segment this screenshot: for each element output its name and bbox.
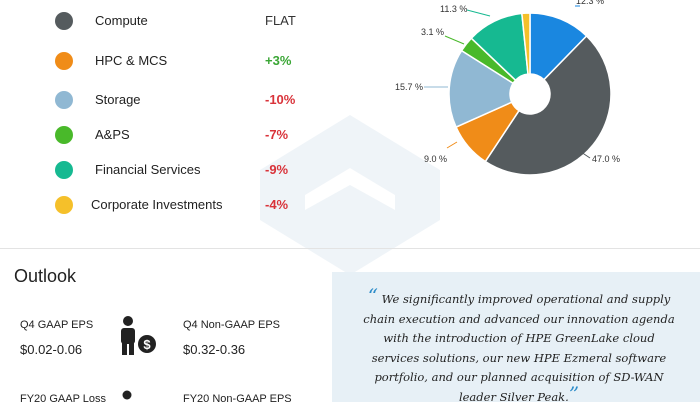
slice-leader-line xyxy=(577,149,591,159)
legend-swatch xyxy=(55,12,73,30)
legend-change-value: -9% xyxy=(265,162,289,177)
q4-gaap-eps-value: $0.02-0.06 xyxy=(20,342,83,357)
donut-slice xyxy=(448,49,515,129)
legend-item: Compute FLAT xyxy=(0,9,320,33)
slice-label: 12.3 % xyxy=(576,0,604,6)
person-dollar-icon: $ xyxy=(121,316,156,355)
ceo-quote-box: “ We significantly improved operational … xyxy=(332,272,700,404)
legend-item: Financial Services -9% xyxy=(0,158,320,182)
legend-change-value: -4% xyxy=(265,197,289,212)
legend-label: HPC & MCS xyxy=(95,53,168,68)
slice-leader-line xyxy=(446,141,458,149)
person-icon xyxy=(122,390,132,400)
legend-swatch xyxy=(55,52,73,70)
legend-swatch xyxy=(55,196,73,214)
legend-swatch xyxy=(55,161,73,179)
slice-label: 11.3 % xyxy=(440,4,467,14)
legend-label: Corporate Investments xyxy=(91,197,223,212)
legend-label: Compute xyxy=(95,13,148,28)
legend-item: HPC & MCS +3% xyxy=(0,49,320,73)
slice-label: 3.1 % xyxy=(421,27,444,37)
donut-slice xyxy=(484,34,612,176)
donut-slice xyxy=(521,12,531,75)
slice-leader-line xyxy=(444,35,465,45)
legend-change-value: -10% xyxy=(265,92,296,107)
q4-nongaap-eps-value: $0.32-0.36 xyxy=(183,342,246,357)
slice-leader-line xyxy=(466,9,491,17)
slice-label: 15.7 % xyxy=(395,82,423,92)
slice-label: 47.0 % xyxy=(592,154,620,164)
watermark-logo xyxy=(260,115,440,275)
q4-gaap-eps-label: Q4 GAAP EPS xyxy=(20,319,94,331)
outlook-title: Outlook xyxy=(14,266,77,286)
legend-change-value: -7% xyxy=(265,127,289,142)
legend-change-value: +3% xyxy=(265,53,292,68)
fy20-nongaap-eps-label: FY20 Non-GAAP EPS xyxy=(183,393,292,405)
ceo-quote: “ We significantly improved operational … xyxy=(360,286,678,407)
q4-nongaap-eps-label: Q4 Non-GAAP EPS xyxy=(183,319,281,331)
legend-label: Financial Services xyxy=(95,162,201,177)
section-divider xyxy=(0,248,700,249)
legend-item: Corporate Investments -4% xyxy=(0,193,320,217)
legend-item: A&PS -7% xyxy=(0,123,320,147)
legend-change-value: FLAT xyxy=(265,13,296,28)
svg-text:$: $ xyxy=(143,337,151,352)
legend-label: Storage xyxy=(95,92,141,107)
fy20-gaap-loss-label: FY20 GAAP Loss xyxy=(20,393,107,405)
legend-swatch xyxy=(55,126,73,144)
legend-swatch xyxy=(55,91,73,109)
ceo-quote-text: We significantly improved operational an… xyxy=(363,292,675,404)
open-quote-icon: “ xyxy=(367,284,378,308)
legend-label: A&PS xyxy=(95,127,130,142)
slice-label: 9.0 % xyxy=(424,154,447,164)
legend-item: Storage -10% xyxy=(0,88,320,112)
close-quote-icon: ” xyxy=(568,381,580,406)
